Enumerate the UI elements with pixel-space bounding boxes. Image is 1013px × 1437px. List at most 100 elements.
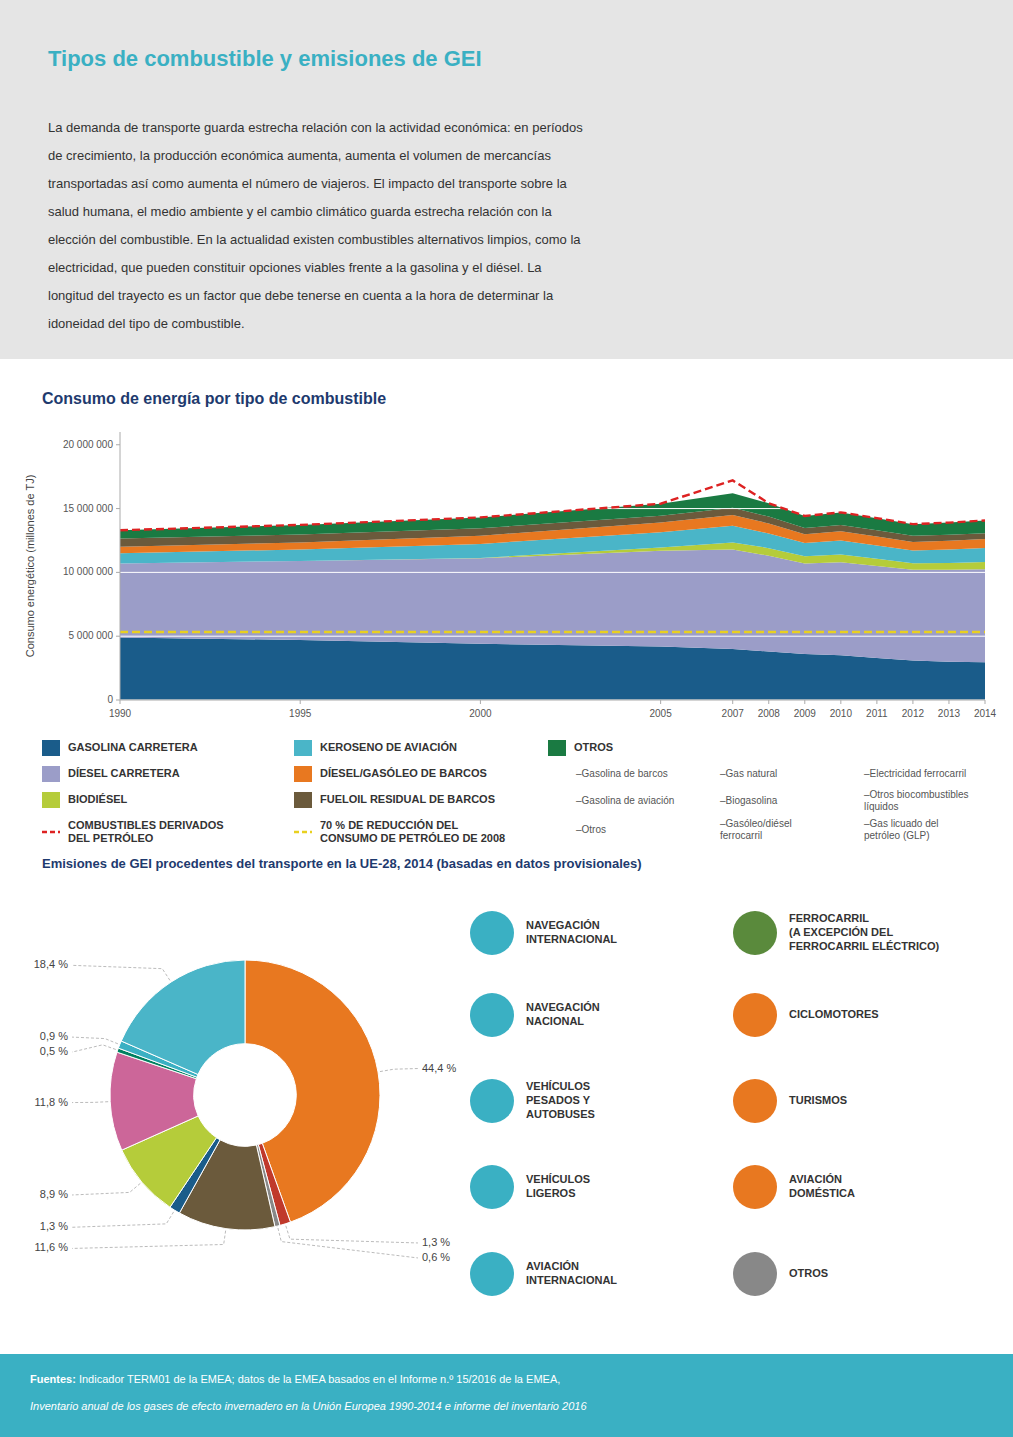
body-text: salud humana, el medio ambiente y el cam… — [48, 204, 552, 219]
page: Tipos de combustible y emisiones de GEI L… — [0, 0, 1013, 1437]
text-line: (A EXCEPCIÓN DEL — [789, 926, 893, 938]
text-line: 1990 — [109, 708, 132, 719]
legend-label: 70 % DE REDUCCIÓN DELCONSUMO DE PETRÓLEO… — [320, 818, 505, 843]
text-line: idoneidad del tipo de combustible. — [48, 316, 245, 331]
icon — [733, 1252, 777, 1296]
text-line: 15 000 000 — [63, 502, 113, 513]
data-label: 8,9 % — [40, 1188, 68, 1200]
x-tick — [660, 700, 661, 704]
text-line: –Electricidad ferrocarril — [864, 768, 966, 779]
data-label: 11,6 % — [35, 1241, 69, 1253]
leader-line — [72, 1231, 226, 1249]
icon-label: VEHÍCULOSPESADOS YAUTOBUSES — [526, 1080, 595, 1120]
text-line: DÍESEL/GASÓLEO DE BARCOS — [320, 767, 487, 779]
data-label: 11,8 % — [35, 1095, 69, 1107]
text-line: –Gasolina de aviación — [576, 795, 674, 806]
footer-note: Inventario anual de los gases de efecto … — [30, 1400, 587, 1412]
data-label: 0,9 % — [40, 1030, 68, 1042]
text-line: 44,4 % — [422, 1061, 456, 1073]
leader-line — [278, 1228, 418, 1258]
page-title: Tipos de combustible y emisiones de GEI — [48, 46, 482, 71]
text-line: TURISMOS — [789, 1094, 847, 1106]
leader-line — [72, 965, 170, 980]
footer-source: Indicador TERM01 de la EMEA; datos de la… — [79, 1373, 560, 1385]
text-line: LIGEROS — [526, 1187, 576, 1199]
text-line: 2013 — [938, 708, 961, 719]
legend-label: DÍESEL CARRETERA — [68, 767, 180, 779]
data-label: 0,5 % — [40, 1045, 68, 1057]
legend-sub-item: –Gas natural — [720, 768, 777, 779]
text-line: OTROS — [789, 1267, 828, 1279]
text-line: CONSUMO DE PETRÓLEO DE 2008 — [320, 831, 505, 843]
text-line: 18,4 % — [34, 958, 68, 970]
y-tick-label: 15 000 000 — [63, 502, 113, 513]
leader-line — [72, 1212, 174, 1227]
text-line: NAVEGACIÓN — [526, 919, 600, 931]
text-line: 1,3 % — [40, 1220, 68, 1232]
text-line: 2005 — [650, 708, 673, 719]
legend-swatch — [294, 766, 312, 782]
x-tick — [768, 700, 769, 704]
text-line: 11,8 % — [35, 1095, 69, 1107]
icon — [470, 1165, 514, 1209]
x-tick — [480, 700, 481, 704]
y-tick — [116, 508, 120, 509]
text-line: longitud del trayecto es un factor que d… — [48, 288, 554, 303]
x-tick — [300, 700, 301, 704]
text-line: 2014 — [974, 708, 997, 719]
text-line: Emisiones de GEI procedentes del transpo… — [42, 856, 642, 871]
grid-line — [120, 508, 985, 509]
text-line: –Gas natural — [720, 768, 777, 779]
icon-label: TURISMOS — [789, 1094, 847, 1106]
grid-line — [120, 636, 985, 637]
text-line: salud humana, el medio ambiente y el cam… — [48, 204, 552, 219]
data-label: 18,4 % — [34, 958, 68, 970]
icon — [470, 911, 514, 955]
icon-label: NAVEGACIÓNINTERNACIONAL — [526, 919, 617, 945]
text-line: KEROSENO DE AVIACIÓN — [320, 741, 457, 753]
x-tick-label: 2014 — [974, 708, 997, 719]
grid-line — [120, 572, 985, 573]
legend-line — [42, 831, 60, 834]
icon — [470, 1079, 514, 1123]
x-axis — [120, 700, 985, 701]
x-tick-label: 2013 — [938, 708, 961, 719]
icon — [733, 1079, 777, 1123]
y-tick-label: 0 — [107, 694, 113, 705]
text-line: NAVEGACIÓN — [526, 1001, 600, 1013]
legend-sub-item: –Gas licuado delpetróleo (GLP) — [864, 818, 939, 841]
text-line: DEL PETRÓLEO — [68, 831, 154, 843]
text-line: 2012 — [902, 708, 925, 719]
x-tick-label: 2012 — [902, 708, 925, 719]
x-tick — [876, 700, 877, 704]
legend-swatch — [42, 740, 60, 756]
icon-label: OTROS — [789, 1267, 828, 1279]
slice — [121, 960, 245, 1074]
x-tick-label: 2000 — [469, 708, 492, 719]
text-line: 2007 — [722, 708, 745, 719]
text-line: 20 000 000 — [63, 438, 113, 449]
x-tick-label: 2009 — [794, 708, 817, 719]
icon-label: NAVEGACIÓNNACIONAL — [526, 1001, 600, 1027]
grid-line — [120, 700, 985, 701]
pie: 44,4 %1,3 %0,6 %18,4 %0,9 %0,5 %11,8 %8,… — [34, 958, 457, 1263]
legend-sub-item: –Otros — [576, 824, 606, 835]
text-line: FERROCARRIL ELÉCTRICO) — [789, 940, 939, 952]
x-tick-label: 2011 — [866, 708, 888, 719]
text-line: elección del combustible. En la actualid… — [48, 232, 581, 247]
x-tick — [985, 700, 986, 704]
text-line: –Otros biocombustibles — [864, 789, 969, 800]
text-line: OTROS — [574, 741, 613, 753]
text-line: Consumo energético (millones de TJ) — [24, 475, 36, 658]
line — [120, 631, 985, 633]
body-text: La demanda de transporte guarda estrecha… — [48, 120, 583, 135]
text-line: 5 000 000 — [69, 630, 114, 641]
body-text: transportadas así como aumenta el número… — [48, 176, 568, 191]
content-background — [0, 359, 1013, 1354]
y-tick — [116, 636, 120, 637]
x-tick — [804, 700, 805, 704]
text-line: La demanda de transporte guarda estrecha… — [48, 120, 583, 135]
icon-legend: NAVEGACIÓNINTERNACIONALFERROCARRIL(A EXC… — [470, 911, 939, 1296]
text-line: –Gas licuado del — [864, 818, 939, 829]
leader-line — [286, 1226, 418, 1243]
